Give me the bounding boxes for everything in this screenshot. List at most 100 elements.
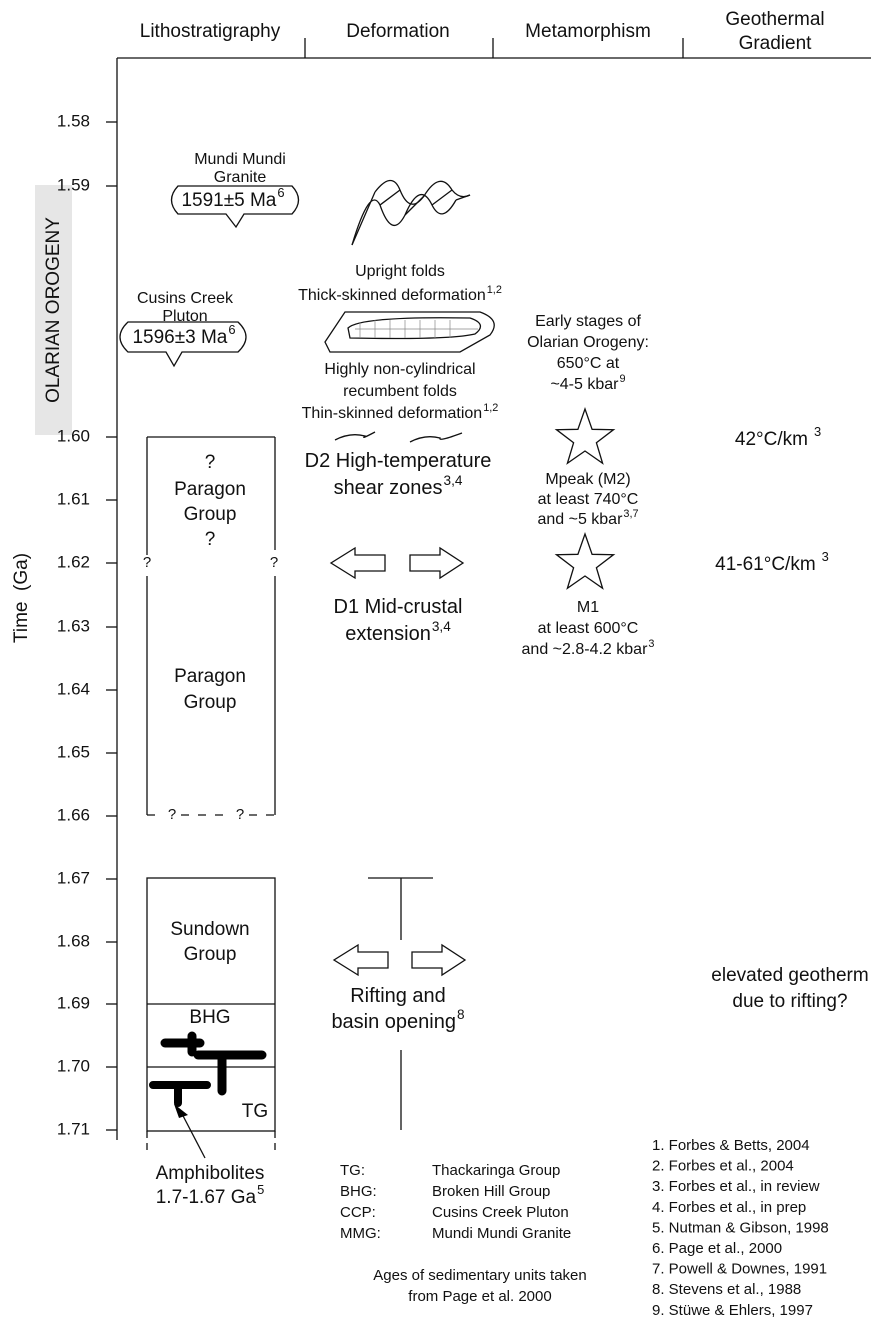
superscript: 1,2 — [483, 402, 498, 414]
column-header: Geothermal — [725, 9, 824, 30]
amphibolites: 1.7-1.67 Ga5 — [156, 1182, 265, 1208]
upright-fold-sketch — [352, 180, 470, 245]
recumbent-fold-sketch — [325, 312, 494, 352]
axis-tick-label: 1.67 — [57, 868, 90, 887]
deformation-event-line: D2 High-temperature — [305, 450, 492, 472]
metamorphism-note: ~4-5 kbar9 — [550, 373, 625, 393]
superscript: 3 — [822, 549, 829, 564]
deformation-event: D1 Mid-crustal — [334, 596, 463, 618]
metamorphism-note-line: M1 — [577, 599, 599, 616]
gradient-note-line: elevated geotherm — [711, 965, 868, 986]
reference: 2. Forbes et al., 2004 — [652, 1158, 794, 1175]
unit-label: ? — [205, 452, 216, 473]
star — [557, 534, 614, 588]
deformation-event-line: D1 Mid-crustal — [334, 596, 463, 618]
superscript: 5 — [257, 1182, 264, 1197]
axis-label: Time (Ga) — [11, 553, 32, 643]
metamorphism-note-line: Olarian Orogeny: — [527, 334, 649, 351]
metamorphism-note: and ~5 kbar3,7 — [537, 508, 638, 528]
metamorphism-note-line: Early stages of — [535, 313, 641, 330]
deformation-event: basin opening8 — [331, 1007, 464, 1033]
deformation-note: recumbent folds — [343, 383, 457, 400]
uncertain-mark: ? — [168, 806, 176, 823]
deformation-note: Thin-skinned deformation1,2 — [302, 402, 499, 422]
gradient: 41-61°C/km 3 — [715, 549, 829, 575]
unit-label: Group — [184, 944, 237, 965]
axis-tick-label: 1.66 — [57, 805, 90, 824]
uncertain-mark: ? — [270, 554, 278, 571]
abbreviation-meaning: Thackaringa Group — [432, 1162, 560, 1179]
intrusion-age-text: 1591±5 Ma — [181, 190, 276, 211]
abbreviation-meaning: Mundi Mundi Granite — [432, 1225, 571, 1242]
axis-tick-label: 1.63 — [57, 616, 90, 635]
axis-tick-label: 1.70 — [57, 1056, 90, 1075]
metamorphism-note: Olarian Orogeny: — [527, 334, 649, 351]
deformation-event-line: shear zones — [334, 477, 443, 499]
gradient-text: 42°C/km — [735, 429, 808, 450]
gradient-note: elevated geotherm — [711, 965, 868, 986]
reference: 6. Page et al., 2000 — [652, 1240, 782, 1257]
column-header: Lithostratigraphy — [140, 21, 281, 42]
axis-tick-label: 1.69 — [57, 993, 90, 1012]
note: from Page et al. 2000 — [408, 1288, 551, 1305]
metamorphism-note: Early stages of — [535, 313, 641, 330]
deformation-event: extension3,4 — [345, 619, 451, 645]
deformation-note: Thick-skinned deformation1,2 — [298, 284, 502, 304]
deformation-note-line: Thick-skinned deformation — [298, 287, 486, 304]
uncertain-mark: ? — [236, 806, 244, 823]
column-header: Metamorphism — [525, 21, 651, 42]
metamorphism-note-line: ~4-5 kbar — [550, 376, 619, 393]
deformation-event-line: basin opening — [331, 1011, 456, 1033]
superscript: 3,7 — [623, 508, 638, 520]
metamorphism-note-line: and ~2.8-4.2 kbar — [522, 641, 649, 658]
unit-label: Sundown — [170, 919, 249, 940]
unit-label: Group — [184, 692, 237, 713]
unit-label: Paragon — [174, 666, 246, 687]
intrusion-name: Granite — [214, 169, 267, 186]
reference: 5. Nutman & Gibson, 1998 — [652, 1219, 829, 1236]
abbreviation-meaning: Broken Hill Group — [432, 1183, 550, 1200]
shear-sketch — [335, 432, 462, 442]
superscript: 3 — [814, 424, 821, 439]
metamorphism-note: M1 — [577, 599, 599, 616]
reference: 4. Forbes et al., in prep — [652, 1199, 806, 1216]
intrusion-name: Mundi Mundi — [194, 151, 286, 168]
superscript: 6 — [228, 322, 235, 337]
deformation-note-line: Thin-skinned deformation — [302, 405, 483, 422]
superscript: 1,2 — [487, 284, 502, 296]
gradient-text: 41-61°C/km — [715, 554, 816, 575]
gradient-note: due to rifting? — [732, 991, 847, 1012]
superscript: 9 — [619, 373, 625, 385]
superscript: 3,4 — [444, 473, 463, 488]
axis-tick-label: 1.64 — [57, 679, 90, 698]
reference: 9. Stüwe & Ehlers, 1997 — [652, 1302, 813, 1318]
reference: 8. Stevens et al., 1988 — [652, 1281, 801, 1298]
metamorphism-note-line: at least 600°C — [538, 620, 639, 637]
diagram: LithostratigraphyDeformationMetamorphism… — [0, 0, 871, 1318]
deformation-event-line: extension — [345, 623, 431, 645]
note: Ages of sedimentary units taken — [373, 1267, 586, 1284]
gradient: 42°C/km 3 — [735, 424, 821, 450]
deformation-note: Highly non-cylindrical — [324, 361, 475, 378]
axis-tick-label: 1.68 — [57, 931, 90, 950]
column-header: Gradient — [739, 33, 813, 54]
unit-label: Group — [184, 504, 237, 525]
unit-label: Paragon — [174, 479, 246, 500]
superscript: 8 — [457, 1007, 465, 1022]
metamorphism-note: 650°C at — [557, 355, 620, 372]
metamorphism-note: at least 740°C — [538, 491, 639, 508]
intrusion-name: Pluton — [162, 308, 207, 325]
uncertain-mark: ? — [143, 554, 151, 571]
superscript: 3,4 — [432, 619, 451, 634]
metamorphism-note-line: Mpeak (M2) — [545, 471, 630, 488]
axis-tick-label: 1.59 — [57, 175, 90, 194]
metamorphism-note-line: and ~5 kbar — [537, 511, 623, 528]
axis-tick-label: 1.60 — [57, 426, 90, 445]
gradient-note-line: due to rifting? — [732, 991, 847, 1012]
orogeny-label: OLARIAN OROGENY — [43, 217, 64, 403]
reference: 1. Forbes & Betts, 2004 — [652, 1137, 810, 1154]
deformation-note-line: Upright folds — [355, 263, 445, 280]
axis-tick-label: 1.61 — [57, 489, 90, 508]
amphibolites-line: 1.7-1.67 Ga — [156, 1187, 257, 1208]
axis-tick-label: 1.58 — [57, 111, 90, 130]
